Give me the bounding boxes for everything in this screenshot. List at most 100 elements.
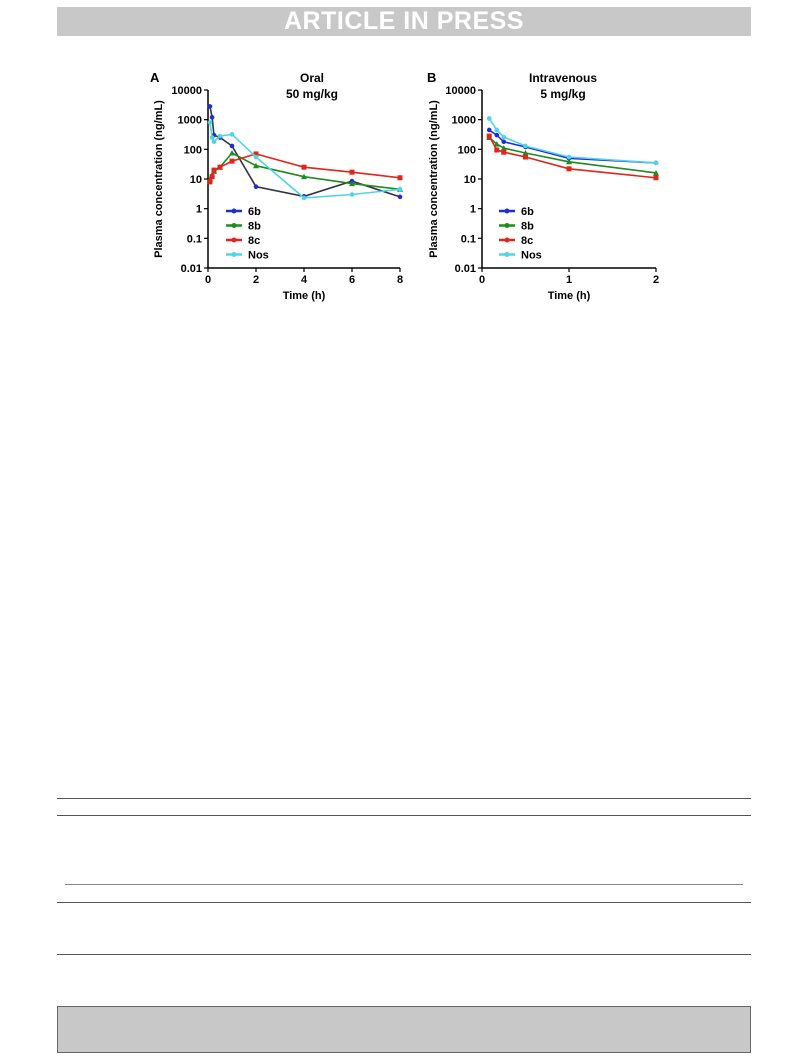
data-point-8c [501,149,507,155]
data-point-6b [501,139,507,145]
data-point-Nos [211,139,217,145]
x-tick-label: 2 [253,274,259,286]
legend-label-Nos: Nos [248,250,269,262]
data-point-Nos [349,192,355,197]
table-inner-rule [65,884,743,885]
data-point-8c [523,154,528,160]
legend-label-6b: 6b [521,206,534,218]
data-point-6b [209,115,215,120]
chart-title: Intravenous [529,71,597,85]
legend-marker-8c [504,237,510,243]
series-line-8b [488,136,657,174]
table-mid-rule [57,902,751,903]
series-line-6b [209,106,401,198]
data-point-8b [653,169,659,176]
series-line-Nos [488,117,657,164]
data-point-8b [349,180,355,187]
data-point-8b [301,173,307,180]
data-point-8c [211,167,217,173]
y-tick-label: 1000 [452,115,476,127]
table-header-rule [57,815,751,816]
data-point-8c [397,175,403,181]
panel-label: A [150,70,160,85]
data-point-8b [229,150,235,156]
data-point-8c [209,174,215,180]
y-tick-label: 1000 [178,115,202,127]
footer-citation-box [57,1006,751,1053]
data-point-8c [653,175,659,181]
x-axis-label: Time (h) [548,290,591,302]
y-tick-label: 10000 [171,85,202,97]
legend-marker-6b [231,208,237,214]
table-bottom-rule [57,954,751,955]
data-point-Nos [301,195,307,201]
data-point-8c [229,158,235,164]
data-point-8b [566,158,572,165]
data-point-6b [253,184,259,190]
legend-label-8b: 8b [248,221,261,233]
legend-marker-8c [231,237,237,243]
data-point-6b [207,104,213,109]
y-tick-label: 1 [470,204,476,216]
data-point-8c [486,133,492,139]
data-point-6b [397,194,403,200]
legend-marker-Nos [231,252,237,257]
data-point-Nos [207,120,213,125]
banner-text: ARTICLE IN PRESS [284,7,524,35]
legend-marker-Nos [504,252,510,257]
data-point-6b [486,127,492,133]
data-point-8c [207,179,213,185]
data-point-Nos [217,133,223,139]
data-point-8c [349,169,355,175]
y-axis-label: Plasma concentration (ng/mL) [428,100,440,258]
data-point-6b [494,132,500,138]
chart-subtitle: 5 mg/kg [540,87,585,101]
y-tick-label: 10 [464,174,476,186]
data-point-Nos [523,143,528,149]
panel-label: B [427,70,436,85]
y-tick-label: 0.1 [461,233,476,245]
data-point-Nos [229,132,235,137]
data-point-8b [500,145,507,151]
data-point-Nos [653,160,659,166]
data-point-Nos [486,116,492,121]
x-tick-label: 4 [301,274,308,286]
data-point-6b [229,143,235,149]
data-point-8c [253,151,259,157]
y-tick-label: 1 [196,204,202,216]
x-tick-label: 2 [653,274,659,286]
data-point-Nos [566,154,572,160]
legend-label-8c: 8c [521,235,533,247]
x-axis-label: Time (h) [283,290,326,302]
chart-subtitle: 50 mg/kg [286,87,338,101]
table-top-rule [57,798,751,799]
data-point-Nos [501,134,507,140]
data-point-8c [566,166,572,172]
data-point-8b [493,141,500,147]
data-point-8b [253,162,259,169]
legend-label-8b: 8b [521,221,534,233]
y-tick-label: 10000 [445,85,476,97]
data-point-8c [494,147,500,153]
legend-marker-8b [231,223,237,228]
data-point-Nos [494,127,500,133]
x-tick-label: 6 [349,274,355,286]
y-tick-label: 10 [190,174,202,186]
y-axis-label: Plasma concentration (ng/mL) [153,100,165,258]
y-tick-label: 0.01 [455,263,476,275]
y-tick-label: 0.01 [181,263,202,275]
data-point-Nos [397,186,403,192]
legend-marker-8b [504,223,510,228]
y-tick-label: 100 [184,144,202,156]
article-in-press-banner: ARTICLE IN PRESS [57,7,751,36]
y-tick-label: 0.1 [187,233,202,245]
x-tick-label: 0 [479,274,485,286]
x-tick-label: 8 [397,274,403,286]
data-point-Nos [209,135,215,140]
data-point-8c [217,164,223,170]
data-point-8b [522,150,529,156]
legend-label-Nos: Nos [521,250,542,262]
data-point-Nos [253,154,259,160]
data-point-8c [301,164,307,170]
